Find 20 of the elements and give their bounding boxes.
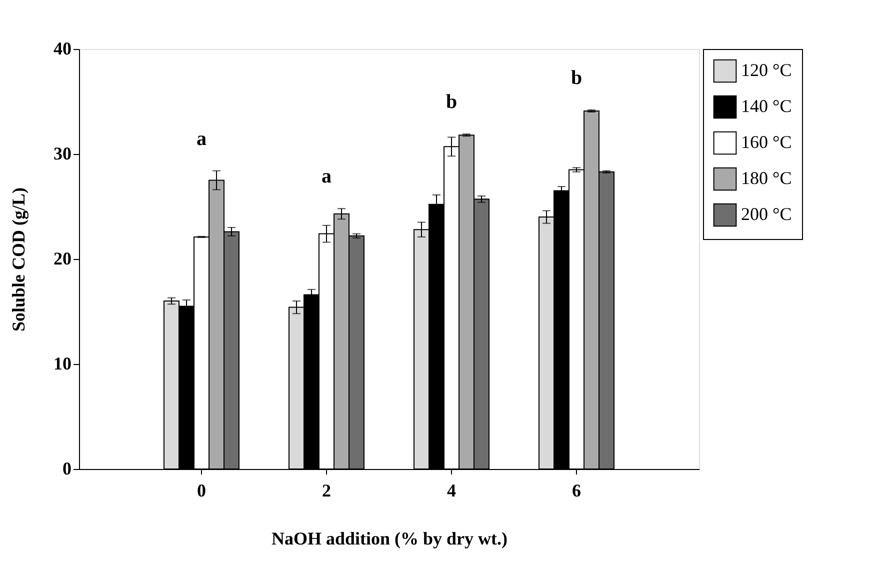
y-axis-title: Soluble COD (g/L) xyxy=(8,187,28,332)
y-tick-label: 10 xyxy=(54,354,72,374)
y-tick-label: 0 xyxy=(62,458,72,478)
annotation: b xyxy=(446,91,458,114)
legend-label: 180 °C xyxy=(741,168,792,188)
legend-label: 160 °C xyxy=(741,132,792,152)
annotation: a xyxy=(196,128,206,150)
y-tick-label: 40 xyxy=(54,38,72,58)
x-tick-label: 0 xyxy=(197,480,206,500)
y-tick-label: 20 xyxy=(54,248,72,268)
annotation: b xyxy=(570,66,582,89)
y-tick-label: 30 xyxy=(54,144,72,164)
x-tick-label: 4 xyxy=(447,480,456,500)
x-axis-title: NaOH addition (% by dry wt.) xyxy=(271,528,508,548)
x-tick-label: 2 xyxy=(322,480,331,500)
legend-label: 200 °C xyxy=(741,204,792,224)
legend-label: 140 °C xyxy=(741,96,792,116)
x-tick-label: 6 xyxy=(572,480,581,500)
annotation: a xyxy=(322,166,332,188)
legend-label: 120 °C xyxy=(741,60,792,80)
